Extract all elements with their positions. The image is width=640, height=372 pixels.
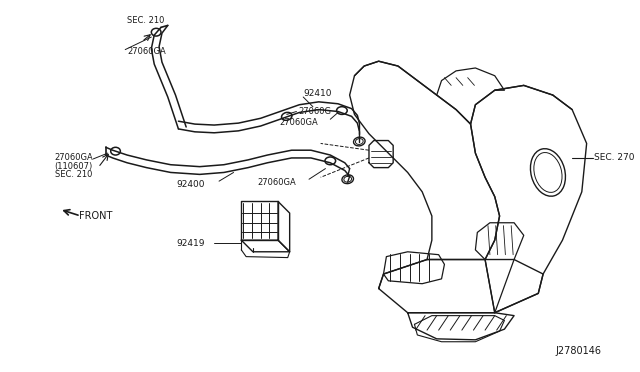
Text: 27060GA: 27060GA (279, 118, 317, 126)
Text: (110607): (110607) (54, 162, 93, 171)
Text: 27060G: 27060G (298, 107, 332, 116)
Text: 27060GA: 27060GA (54, 153, 93, 163)
Text: 27060GA: 27060GA (258, 178, 296, 187)
Text: FRONT: FRONT (79, 211, 112, 221)
Text: 92419: 92419 (176, 238, 205, 248)
Text: 92400: 92400 (176, 180, 205, 189)
Text: SEC. 270: SEC. 270 (595, 153, 635, 163)
Text: SEC. 210: SEC. 210 (127, 16, 164, 25)
Text: 92410: 92410 (303, 89, 332, 97)
Text: 27060GA: 27060GA (127, 47, 166, 56)
Text: J2780146: J2780146 (555, 346, 601, 356)
Text: SEC. 210: SEC. 210 (54, 170, 92, 179)
